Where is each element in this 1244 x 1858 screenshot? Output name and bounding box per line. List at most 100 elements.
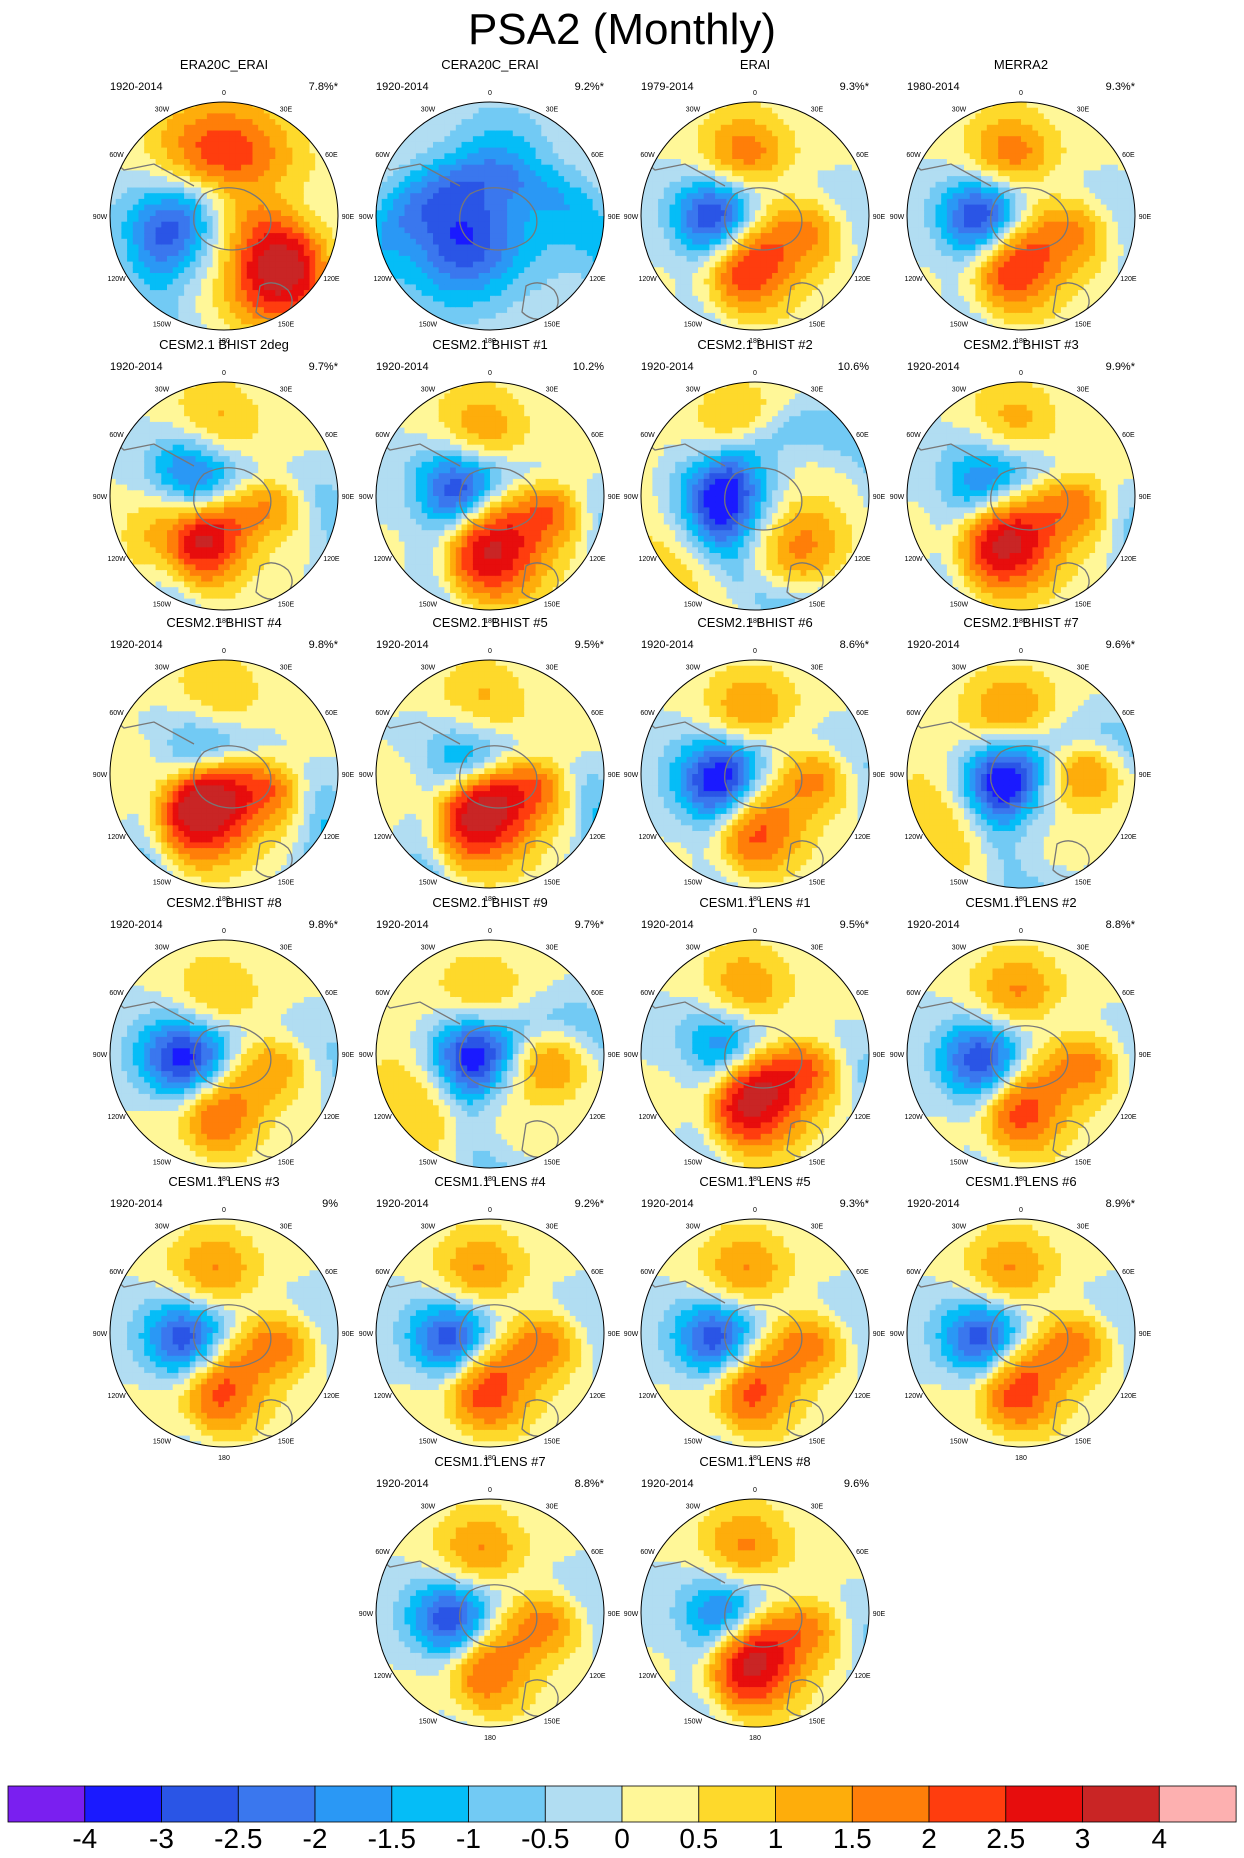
map-panel: ERAI 1979-2014 9.3%* 0 30E 60E 90E 120E 150E 180 1… <box>624 57 886 345</box>
longitude-label: 30E <box>1077 665 1090 672</box>
longitude-label: 120W <box>373 1393 392 1400</box>
longitude-label: 30E <box>1077 945 1090 952</box>
longitude-label: 180 <box>484 618 496 625</box>
longitude-label: 90E <box>608 214 621 221</box>
longitude-label: 120W <box>107 276 126 283</box>
longitude-label: 60E <box>856 432 869 439</box>
longitude-label: 0 <box>222 1207 226 1214</box>
longitude-label: 180 <box>1015 1455 1027 1462</box>
longitude-label: 150W <box>684 321 703 328</box>
longitude-label: 120W <box>107 1114 126 1121</box>
panel-period: 1920-2014 <box>110 639 163 651</box>
longitude-label: 90E <box>1139 214 1152 221</box>
longitude-label: 150W <box>153 601 172 608</box>
panel-period: 1920-2014 <box>907 639 960 651</box>
longitude-label: 60W <box>375 1269 390 1276</box>
colorbar-swatch <box>314 1785 393 1823</box>
map-boundary <box>109 381 339 611</box>
panel-title: CESM2.1 BHIST #4 <box>166 615 281 630</box>
longitude-label: 150E <box>544 879 561 886</box>
map-panel: CESM1.1 LENS #1 1920-2014 9.5%* 0 30E 60E 90E 1… <box>624 895 886 1183</box>
longitude-label: 90W <box>93 1052 108 1059</box>
longitude-label: 120W <box>904 276 923 283</box>
map-boundary <box>906 659 1136 889</box>
panel-variance: 9.2%* <box>575 1198 605 1210</box>
longitude-label: 30W <box>686 107 701 114</box>
longitude-label: 0 <box>488 90 492 97</box>
longitude-label: 150E <box>809 1159 826 1166</box>
figure-title: PSA2 (Monthly) <box>468 5 776 54</box>
longitude-label: 120E <box>854 1393 871 1400</box>
longitude-label: 60E <box>856 1549 869 1556</box>
longitude-label: 150E <box>1075 879 1092 886</box>
panel-variance: 9.9%* <box>1106 361 1136 373</box>
panel-period: 1920-2014 <box>641 1478 694 1490</box>
longitude-label: 120E <box>323 1393 340 1400</box>
longitude-label: 0 <box>753 370 757 377</box>
longitude-label: 150E <box>809 321 826 328</box>
longitude-label: 120W <box>638 276 657 283</box>
colorbar-tick-label: -0.5 <box>521 1823 569 1854</box>
longitude-label: 90E <box>873 1331 886 1338</box>
longitude-label: 30E <box>546 387 559 394</box>
longitude-label: 90W <box>624 214 639 221</box>
longitude-label: 90E <box>873 1611 886 1618</box>
panel-variance: 8.9%* <box>1106 1198 1136 1210</box>
longitude-label: 150W <box>153 879 172 886</box>
longitude-label: 0 <box>222 928 226 935</box>
longitude-label: 120W <box>638 1673 657 1680</box>
longitude-label: 0 <box>1019 370 1023 377</box>
colorbar: -4 -3 -2.5 -2 -1.5 -1 -0.5 0 0.5 1 1.5 2 2.5 3 4 <box>7 1785 1237 1854</box>
longitude-label: 180 <box>218 1455 230 1462</box>
longitude-label: 150W <box>419 601 438 608</box>
longitude-label: 60W <box>375 990 390 997</box>
longitude-label: 180 <box>1015 1176 1027 1183</box>
longitude-label: 30E <box>811 665 824 672</box>
map-boundary <box>109 1218 339 1448</box>
longitude-label: 60E <box>591 152 604 159</box>
panel-variance: 10.2% <box>573 361 604 373</box>
map-boundary <box>109 659 339 889</box>
panel-variance: 9.3%* <box>1106 81 1136 93</box>
longitude-label: 90E <box>608 1331 621 1338</box>
longitude-label: 120E <box>589 276 606 283</box>
colorbar-swatch <box>851 1785 930 1823</box>
longitude-label: 150E <box>1075 601 1092 608</box>
colorbar-swatch <box>1005 1785 1083 1823</box>
panel-title: CESM1.1 LENS #6 <box>965 1174 1076 1189</box>
longitude-label: 30E <box>280 107 293 114</box>
colorbar-swatch <box>161 1785 239 1823</box>
colorbar-tick-label: -4 <box>72 1823 97 1854</box>
longitude-label: 150E <box>278 1438 295 1445</box>
longitude-label: 60W <box>375 710 390 717</box>
longitude-label: 180 <box>218 1176 230 1183</box>
longitude-label: 90E <box>608 1052 621 1059</box>
panel-grid: ERA20C_ERAI 1920-2014 7.8%* 0 30E 60E 90E 120E 1… <box>93 57 1152 1742</box>
colorbar-swatch <box>544 1785 623 1823</box>
longitude-label: 150W <box>684 601 703 608</box>
colorbar-tick-label: -1 <box>456 1823 481 1854</box>
longitude-label: 0 <box>753 90 757 97</box>
longitude-label: 150W <box>684 1438 703 1445</box>
longitude-label: 120E <box>854 834 871 841</box>
longitude-label: 150E <box>809 1438 826 1445</box>
longitude-label: 180 <box>484 1455 496 1462</box>
longitude-label: 60W <box>109 710 124 717</box>
longitude-label: 90W <box>359 772 374 779</box>
longitude-label: 60E <box>856 990 869 997</box>
panel-title: CESM2.1 BHIST #8 <box>166 895 281 910</box>
panel-period: 1920-2014 <box>376 919 429 931</box>
panel-title: CESM1.1 LENS #3 <box>168 1174 279 1189</box>
longitude-label: 120W <box>638 556 657 563</box>
longitude-label: 90W <box>890 214 905 221</box>
longitude-label: 90E <box>1139 1331 1152 1338</box>
longitude-label: 90W <box>359 1611 374 1618</box>
longitude-label: 60W <box>906 990 921 997</box>
panel-period: 1920-2014 <box>907 1198 960 1210</box>
longitude-label: 60E <box>325 990 338 997</box>
contour-field <box>110 382 338 610</box>
map-boundary <box>109 101 339 331</box>
longitude-label: 150E <box>544 1438 561 1445</box>
